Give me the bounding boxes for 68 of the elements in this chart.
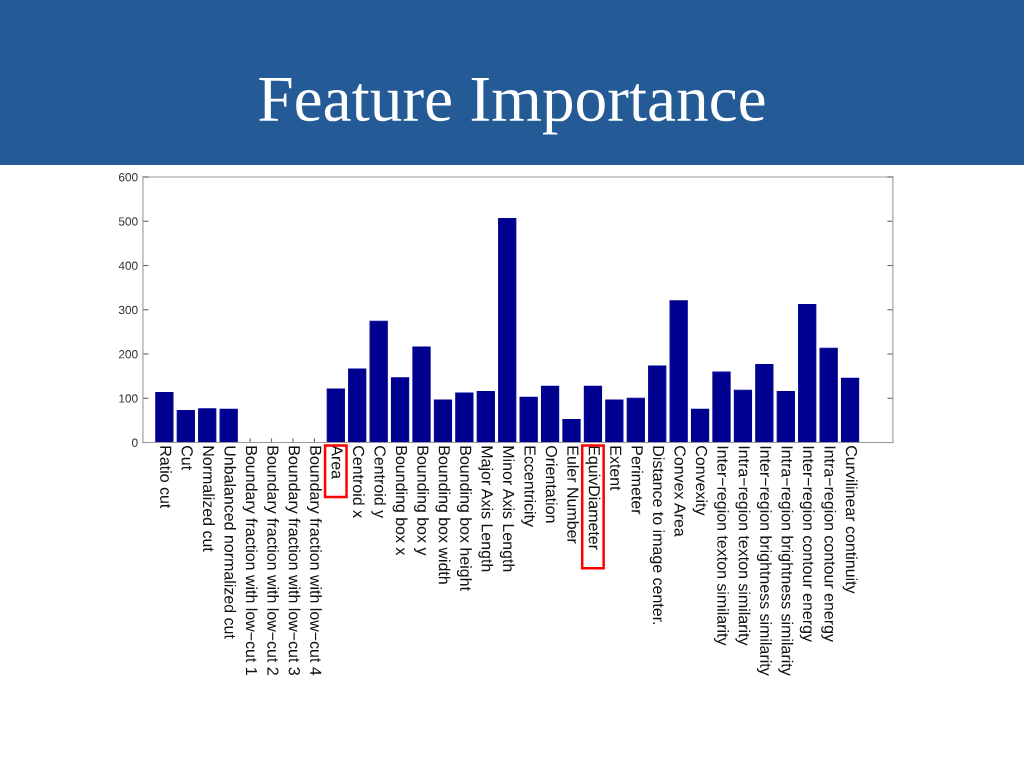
bar [712,371,731,443]
bar [369,320,388,443]
bar [690,408,710,443]
x-tick-label: Distance to image center. [649,446,665,625]
x-tick-label: Normalized cut [202,446,215,552]
x-tick-label: Convex Area [674,446,686,537]
bar [669,300,688,443]
x-tick-label: Inter−region brightness similarity [756,446,772,676]
bar [433,399,453,443]
bar [219,408,238,443]
bar [498,218,517,443]
x-tick-label: Eccentricity [521,446,537,527]
x-tick-label: EquivDiameter [585,446,601,550]
x-tick-label: Inter−region contour energy [799,446,815,642]
x-tick-label: Boundary fraction with low−cut 3 [285,446,301,675]
x-tick-label: Bounding box y [414,446,429,556]
y-tick-label: 500 [118,217,138,226]
y-tick-label: 400 [118,261,138,270]
x-tick-label: Boundary fraction with low−cut 2 [264,446,279,675]
bar [155,391,174,443]
x-tick-label: Intra−region brightness similarity [778,446,794,676]
x-tick-label: Ratio cut [160,446,172,509]
bar [755,364,774,443]
chart-title: Feature Importance [259,77,765,135]
x-tick-label: Minor Axis Length [499,446,515,572]
bar [519,396,538,443]
bar [840,377,860,443]
x-tick-label: Area [331,445,343,480]
y-tick-label: 100 [119,394,138,403]
bar [455,392,474,443]
bar [390,377,410,443]
x-tick-label: Extent [610,446,622,491]
x-tick-label: Major Axis Length [478,446,494,572]
x-tick-label: Orientation [545,446,558,523]
x-tick-label: Curvilinear continuity [842,446,858,594]
bar [798,303,817,443]
x-tick-label: Cut [181,446,193,471]
x-tick-label: Bounding box width [435,446,451,584]
x-tick-label: Bounding box x [392,446,408,556]
x-tick-label: Inter−region texton similarity [714,446,729,646]
x-tick-label: Euler Number [567,446,579,544]
x-tick-label: Unbalanced normalized cut [224,446,237,639]
bar [626,397,645,443]
y-tick-label: 0 [131,438,138,447]
x-tick-label: Centroid x [352,446,365,518]
x-tick-label: Perimeter [631,446,644,515]
bar [476,391,495,443]
bar [733,389,753,443]
bar [348,368,367,443]
bar [540,385,560,443]
bar [176,410,195,443]
x-tick-label: Bounding box height [456,446,472,591]
bar [776,391,795,443]
bar [648,365,667,443]
x-tick-label: Boundary fraction with low−cut 4 [306,446,322,676]
x-tick-label: Convexity [692,446,708,516]
y-tick-label: 300 [118,305,138,315]
bar [198,408,217,443]
x-tick-label: Boundary fraction with low−cut 1 [242,446,258,675]
x-tick-label: Intra−region texton similarity [735,446,751,646]
x-tick-label: Centroid y [371,446,387,519]
bar [412,346,431,443]
y-tick-label: 200 [118,350,138,359]
bar [819,347,838,443]
y-tick-label: 600 [118,173,138,182]
bar [562,418,581,443]
bar [605,399,624,443]
x-tick-label: Intra−region contour energy [821,446,837,642]
